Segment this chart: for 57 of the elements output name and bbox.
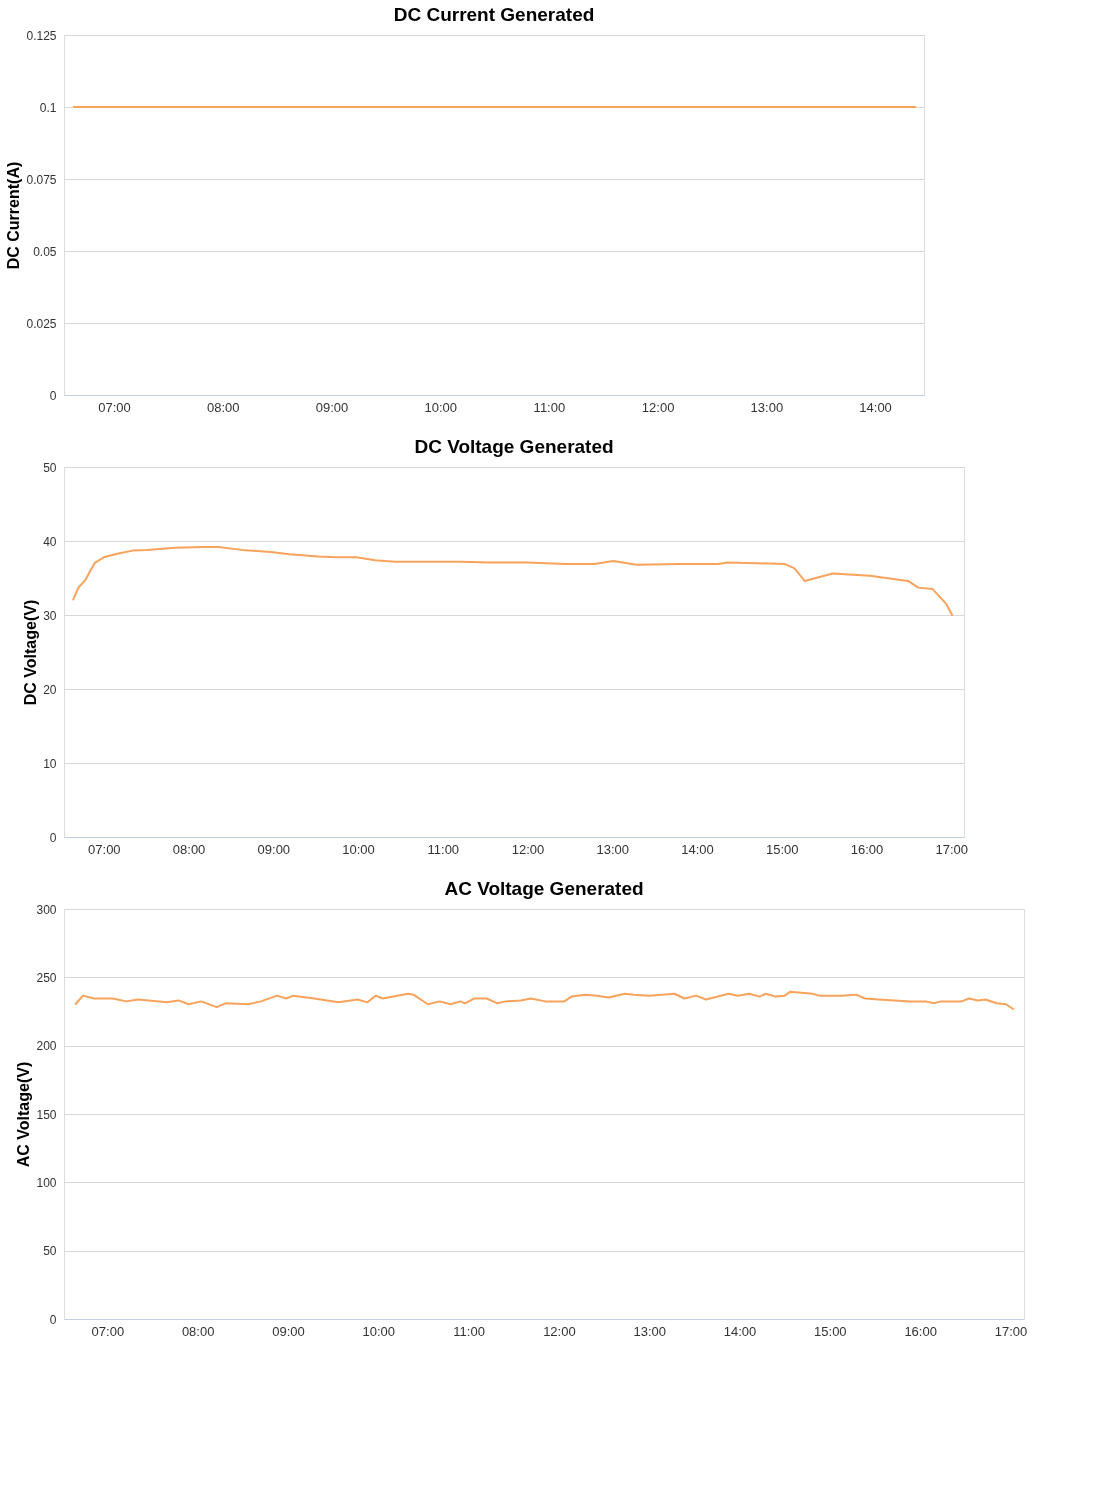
y-tick-label: 0 [49, 1312, 57, 1327]
y-tick-label: 100 [36, 1175, 57, 1190]
x-tick-label: 09:00 [257, 841, 291, 857]
y-tick-label: 250 [36, 970, 57, 985]
x-tick-label: 12:00 [543, 1323, 576, 1339]
x-tick-label: 17:00 [994, 1323, 1028, 1339]
y-tick-label: 10 [43, 756, 57, 771]
x-tick-label: 10:00 [342, 841, 375, 857]
chart-title: DC Voltage Generated [414, 436, 614, 457]
x-tick-label: 09:00 [272, 1323, 305, 1339]
y-tick-label: 50 [43, 1244, 57, 1259]
x-tick-label: 07:00 [91, 1323, 125, 1339]
y-tick-label: 0.025 [26, 316, 57, 331]
y-tick-label: 40 [43, 534, 57, 549]
y-tick-label: 0.075 [26, 172, 57, 187]
x-tick-label: 13:00 [596, 841, 630, 857]
x-tick-label: 08:00 [206, 399, 240, 415]
y-tick-label: 150 [36, 1107, 57, 1122]
x-tick-label: 16:00 [850, 841, 884, 857]
y-tick-label: 0.125 [26, 28, 57, 43]
y-tick-label: 0 [49, 388, 57, 403]
x-tick-label: 10:00 [424, 399, 457, 415]
chart-title: AC Voltage Generated [444, 878, 644, 899]
y-axis-title: DC Voltage(V) [22, 599, 40, 706]
x-tick-label: 10:00 [362, 1323, 396, 1339]
y-tick-label: 50 [43, 460, 57, 475]
y-tick-label: 0 [49, 830, 57, 845]
x-tick-label: 15:00 [814, 1323, 847, 1339]
y-tick-label: 0.1 [39, 100, 57, 115]
y-tick-label: 0.05 [33, 244, 57, 259]
x-tick-label: 08:00 [181, 1323, 215, 1339]
y-tick-label: 200 [36, 1039, 57, 1054]
y-tick-label: 20 [43, 682, 57, 697]
chart-title: DC Current Generated [393, 4, 595, 25]
x-tick-label: 09:00 [315, 399, 349, 415]
x-tick-label: 17:00 [935, 841, 969, 857]
x-tick-label: 07:00 [88, 841, 121, 857]
line-series [72, 545, 954, 616]
y-tick-label: 300 [36, 902, 57, 917]
y-tick-label: 30 [43, 608, 57, 623]
x-tick-label: 16:00 [904, 1323, 937, 1339]
x-tick-label: 12:00 [641, 399, 675, 415]
x-tick-label: 07:00 [98, 399, 131, 415]
y-axis-title: AC Voltage(V) [15, 1061, 33, 1168]
y-axis-title: DC Current(A) [5, 161, 23, 270]
x-tick-label: 11:00 [453, 1323, 485, 1339]
x-tick-label: 15:00 [766, 841, 799, 857]
x-tick-label: 13:00 [633, 1323, 666, 1339]
x-tick-label: 13:00 [750, 399, 784, 415]
x-tick-label: 11:00 [533, 399, 566, 415]
line-series [74, 990, 1015, 1011]
x-tick-label: 12:00 [511, 841, 545, 857]
x-tick-label: 14:00 [859, 399, 892, 415]
x-tick-label: 08:00 [172, 841, 206, 857]
x-tick-label: 11:00 [427, 841, 460, 857]
x-tick-label: 14:00 [723, 1323, 757, 1339]
x-tick-label: 14:00 [681, 841, 714, 857]
